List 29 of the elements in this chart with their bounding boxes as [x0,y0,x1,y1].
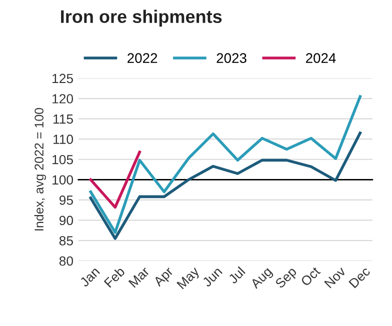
x-tick-label: Aug [250,266,274,291]
x-tick-label: Jan [79,266,100,288]
x-tick-label: Feb [104,266,126,288]
x-tick-label: Jun [202,266,223,288]
y-tick-label: 95 [59,196,73,205]
x-tick-label: Oct [300,266,321,287]
x-tick-label: Nov [324,266,346,288]
x-tick-label: May [176,266,202,292]
y-tick-label: 85 [59,236,73,246]
y-tick-label: 105 [52,154,73,164]
x-tick-label: Jul [227,266,246,284]
x-tick-label: Apr [152,266,176,289]
y-axis-title: Index, avg 2022 = 100 [34,108,46,230]
x-tick-label: Mar [128,266,150,288]
x-tick-label: Sep [274,266,299,291]
y-tick-label: 115 [54,114,73,124]
y-tick-label: 80 [59,256,74,266]
legend-label: 2023 [216,53,246,63]
legend-label: 2022 [128,53,158,63]
y-tick-label: 120 [52,94,74,104]
y-tick-label: 110 [54,134,74,144]
line-series [89,132,362,240]
chart-title: Iron ore shipments [61,10,222,27]
y-tick-label: 100 [52,175,74,185]
y-tick-label: 90 [59,216,74,226]
x-tick-label: Dec [348,266,371,288]
legend-label: 2024 [306,53,336,63]
line-series [89,95,362,234]
y-tick-label: 125 [52,74,73,84]
